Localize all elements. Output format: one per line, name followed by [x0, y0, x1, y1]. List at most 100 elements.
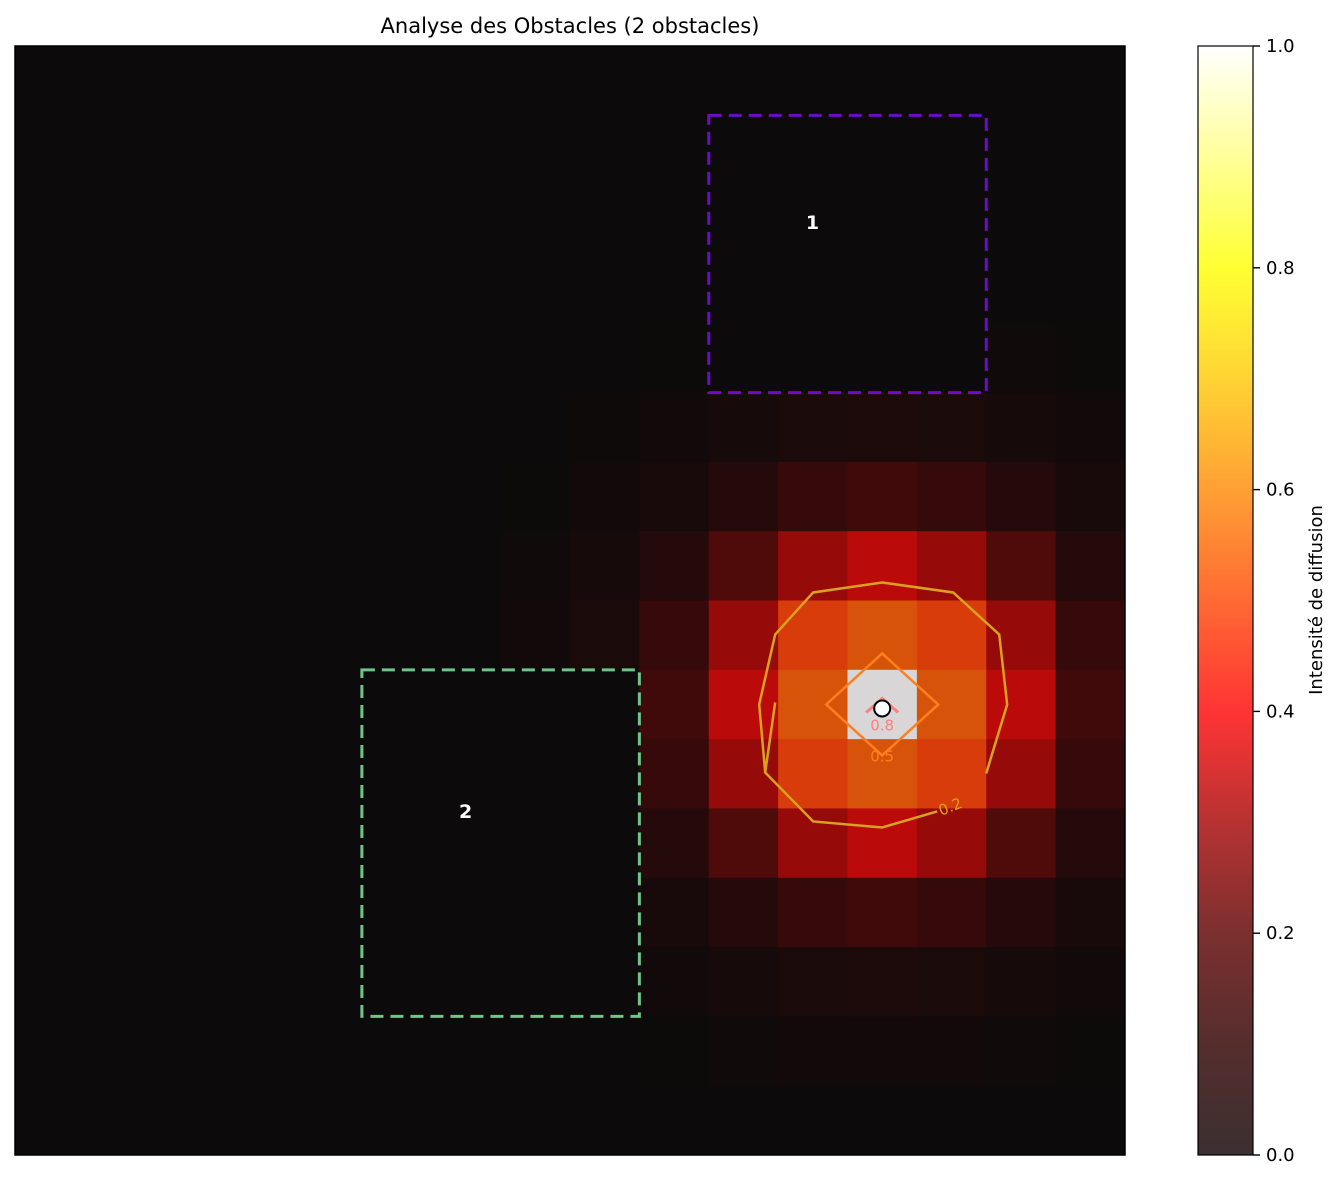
obstacle-outlines: 12: [360, 113, 988, 1018]
heatmap-cell: [153, 1016, 224, 1087]
heatmap-cell: [847, 531, 918, 602]
heatmap-cell: [778, 115, 849, 186]
heatmap-cell: [986, 46, 1057, 116]
heatmap-grid: [15, 46, 1125, 1155]
heatmap-cell: [1055, 877, 1125, 948]
heatmap-cell: [1055, 669, 1125, 740]
heatmap-cell: [84, 115, 155, 186]
heatmap-cell: [986, 323, 1057, 394]
heatmap-cell: [223, 46, 294, 116]
contour-line-outer: [757, 581, 1009, 774]
heatmap-cell: [500, 808, 571, 879]
heatmap-cell: [778, 669, 849, 740]
heatmap-cell: [431, 46, 502, 116]
heatmap-cell: [431, 808, 502, 879]
heatmap-cell: [292, 947, 363, 1017]
heatmap-cell: [431, 392, 502, 463]
heatmap-cell: [986, 392, 1057, 463]
heatmap-cell: [639, 600, 710, 671]
heatmap-cell: [708, 600, 779, 671]
heatmap-cell: [778, 877, 849, 948]
heatmap-cell: [500, 1016, 571, 1087]
heatmap-cell: [223, 184, 294, 255]
heatmap-cell: [986, 531, 1057, 602]
heatmap-cell: [778, 184, 849, 255]
obstacle-label: 2: [459, 801, 472, 823]
heatmap-cell: [84, 947, 155, 1017]
colorbar-tick-label: 0.4: [1266, 701, 1295, 722]
heatmap-cell: [84, 808, 155, 879]
heatmap-cell: [639, 392, 710, 463]
heatmap-cell: [708, 392, 779, 463]
heatmap-cell: [153, 808, 224, 879]
heatmap-cell: [778, 947, 849, 1017]
heatmap-cell: [84, 669, 155, 740]
heatmap-cell: [847, 392, 918, 463]
heatmap-cell: [1055, 531, 1125, 602]
source-marker: [873, 699, 892, 718]
colorbar-ticks: 0.0 0.2 0.4 0.6 0.8 1.0: [1253, 36, 1295, 1166]
heatmap-cell: [570, 877, 640, 948]
heatmap-cell: [361, 46, 432, 116]
heatmap-cell: [431, 531, 502, 602]
heatmap-cell: [708, 461, 779, 532]
heatmap-cell: [292, 877, 363, 948]
heatmap-cell: [986, 808, 1057, 879]
heatmap-cell: [361, 323, 432, 394]
heatmap-cell: [84, 184, 155, 255]
heatmap-cell: [292, 253, 363, 324]
heatmap-cell: [361, 253, 432, 324]
heatmap-cell: [292, 115, 363, 186]
heatmap-cell: [986, 1016, 1057, 1087]
heatmap-cell: [1055, 184, 1125, 255]
heatmap-cell: [847, 600, 918, 671]
heatmap-cell: [292, 392, 363, 463]
heatmap-cell: [361, 947, 432, 1017]
heatmap-cell: [223, 253, 294, 324]
heatmap-cell: [570, 46, 640, 116]
heatmap-cell: [223, 461, 294, 532]
heatmap-cell: [1055, 947, 1125, 1017]
heatmap-cell: [431, 877, 502, 948]
heatmap-cell: [292, 1016, 363, 1087]
heatmap-cell: [361, 1016, 432, 1087]
heatmap-cell: [292, 531, 363, 602]
heatmap-cell: [223, 739, 294, 810]
heatmap-cell: [847, 46, 918, 116]
heatmap-cell: [778, 1085, 849, 1155]
heatmap-cell: [15, 323, 85, 394]
heatmap-cell: [223, 115, 294, 186]
contour-label: 0.8: [870, 716, 894, 734]
chart-title: Analyse des Obstacles (2 obstacles): [381, 14, 760, 38]
heatmap-cell: [916, 253, 987, 324]
heatmap-cell: [361, 600, 432, 671]
heatmap-cell: [847, 461, 918, 532]
heatmap-cell: [84, 1016, 155, 1087]
heatmap-cell: [1055, 461, 1125, 532]
heatmap-cell: [986, 253, 1057, 324]
heatmap-cell: [639, 531, 710, 602]
contour-line-outer-segment: [763, 702, 938, 829]
heatmap-cell: [15, 184, 85, 255]
heatmap-cell: [708, 947, 779, 1017]
heatmap-cell: [916, 947, 987, 1017]
heatmap-cell: [153, 253, 224, 324]
heatmap-cell: [778, 461, 849, 532]
heatmap-cell: [361, 669, 432, 740]
colorbar-tick-label: 1.0: [1266, 36, 1295, 57]
heatmap-cell: [500, 115, 571, 186]
heatmap-cell: [153, 947, 224, 1017]
heatmap-cell: [500, 184, 571, 255]
heatmap-cell: [570, 461, 640, 532]
heatmap-cell: [431, 600, 502, 671]
heatmap-cell: [292, 808, 363, 879]
heatmap-cell: [500, 461, 571, 532]
heatmap-cell: [916, 1016, 987, 1087]
heatmap-cell: [84, 600, 155, 671]
heatmap-cell: [15, 1085, 85, 1155]
heatmap-cell: [708, 253, 779, 324]
heatmap-cell: [223, 1016, 294, 1087]
heatmap-cell: [778, 46, 849, 116]
heatmap-cell: [847, 1085, 918, 1155]
heatmap-cell: [500, 253, 571, 324]
